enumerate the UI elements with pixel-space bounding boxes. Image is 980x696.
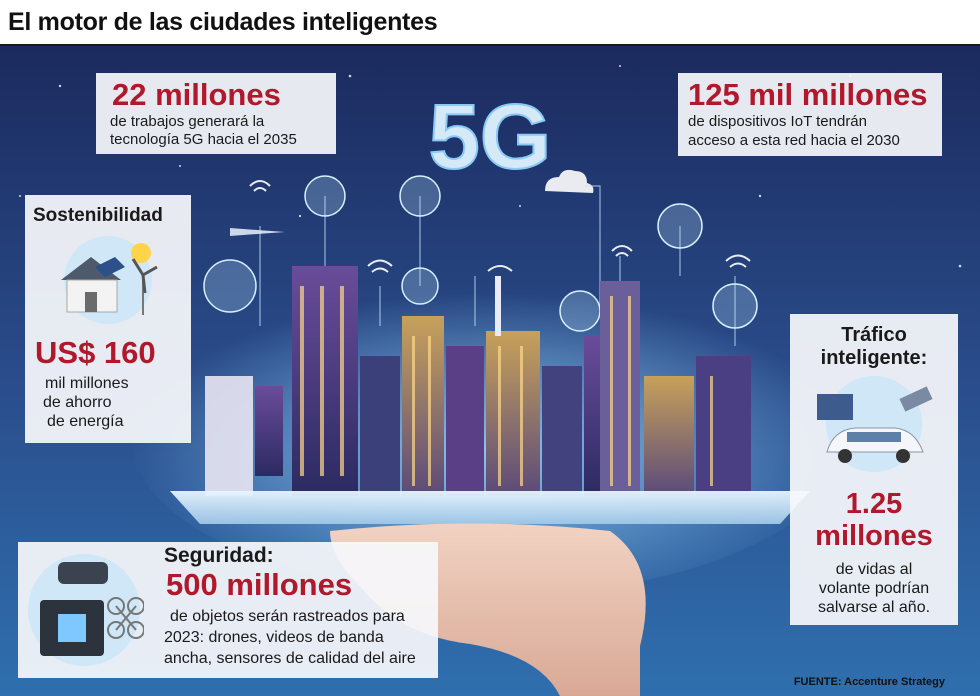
airplane-icon [230, 228, 285, 236]
sustainability-line-3: de energía [47, 413, 124, 430]
traffic-line-3: salvarse al año. [817, 599, 931, 616]
title-bar: El motor de las ciudades inteligentes [0, 0, 980, 46]
iot-line-2: acceso a esta red hacia el 2030 [688, 132, 900, 149]
security-line-1: de objetos serán rastreados para [170, 608, 405, 625]
security-panel: Seguridad: 500 millones de objetos serán… [18, 542, 438, 678]
sustainability-line-1: mil millones [45, 375, 129, 392]
sun-icon [131, 243, 151, 263]
drone-icon [107, 597, 144, 639]
jobs-line-2: tecnología 5G hacia el 2035 [110, 131, 297, 148]
vr-headset-icon [58, 562, 108, 584]
security-heading: Seguridad: [164, 544, 274, 567]
connected-car-icon [817, 376, 933, 472]
tablet-surface [170, 491, 810, 524]
source-credit: FUENTE: Accenture Strategy [793, 676, 945, 688]
sustainability-line-2: de ahorro [43, 394, 112, 411]
headset-node-icon [657, 203, 703, 249]
traffic-line-2: volante podrían [818, 580, 930, 597]
sustainability-value: US$ 160 [35, 335, 156, 370]
cart-node-icon [401, 267, 439, 305]
jobs-value: 22 millones [112, 77, 281, 112]
security-devices-icon [28, 554, 144, 666]
iot-value: 125 mil millones [688, 77, 928, 112]
iot-panel: 125 mil millones de dispositivos IoT ten… [678, 73, 942, 156]
cloud-icon [545, 169, 594, 193]
sustainability-panel: Sostenibilidad US$ 160 mil millones de a… [25, 195, 191, 443]
page-title: El motor de las ciudades inteligentes [8, 8, 438, 36]
iot-line-1: de dispositivos IoT tendrán [688, 113, 867, 130]
solar-panel-icon [95, 257, 125, 277]
traffic-panel: Tráfico inteligente: 1.25 millones de vi… [790, 314, 958, 625]
traffic-value-2: millones [815, 520, 933, 552]
home-node-icon [712, 283, 758, 329]
security-line-2: 2023: drones, videos de banda [164, 629, 384, 646]
satellite-icon [899, 386, 933, 412]
traffic-line-1: de vidas al [835, 561, 913, 578]
chat-node-icon [559, 290, 601, 332]
lock-node-icon [399, 175, 441, 217]
security-line-3: ancha, sensores de calidad del aire [164, 650, 416, 667]
traffic-value-1: 1.25 [845, 488, 903, 520]
traffic-heading-2: inteligente: [820, 347, 928, 369]
bulb-node-icon [203, 259, 257, 313]
5g-hero-label: 5G [429, 86, 552, 188]
security-value: 500 millones [166, 567, 353, 602]
screen-icon [817, 394, 853, 420]
traffic-heading-1: Tráfico [841, 324, 907, 346]
jobs-line-1: de trabajos generará la [110, 113, 265, 130]
house-solar-icon [61, 236, 158, 324]
jobs-panel: 22 millones de trabajos generará la tecn… [96, 73, 336, 154]
node-icon [304, 175, 346, 217]
sustainability-heading: Sostenibilidad [33, 205, 163, 226]
